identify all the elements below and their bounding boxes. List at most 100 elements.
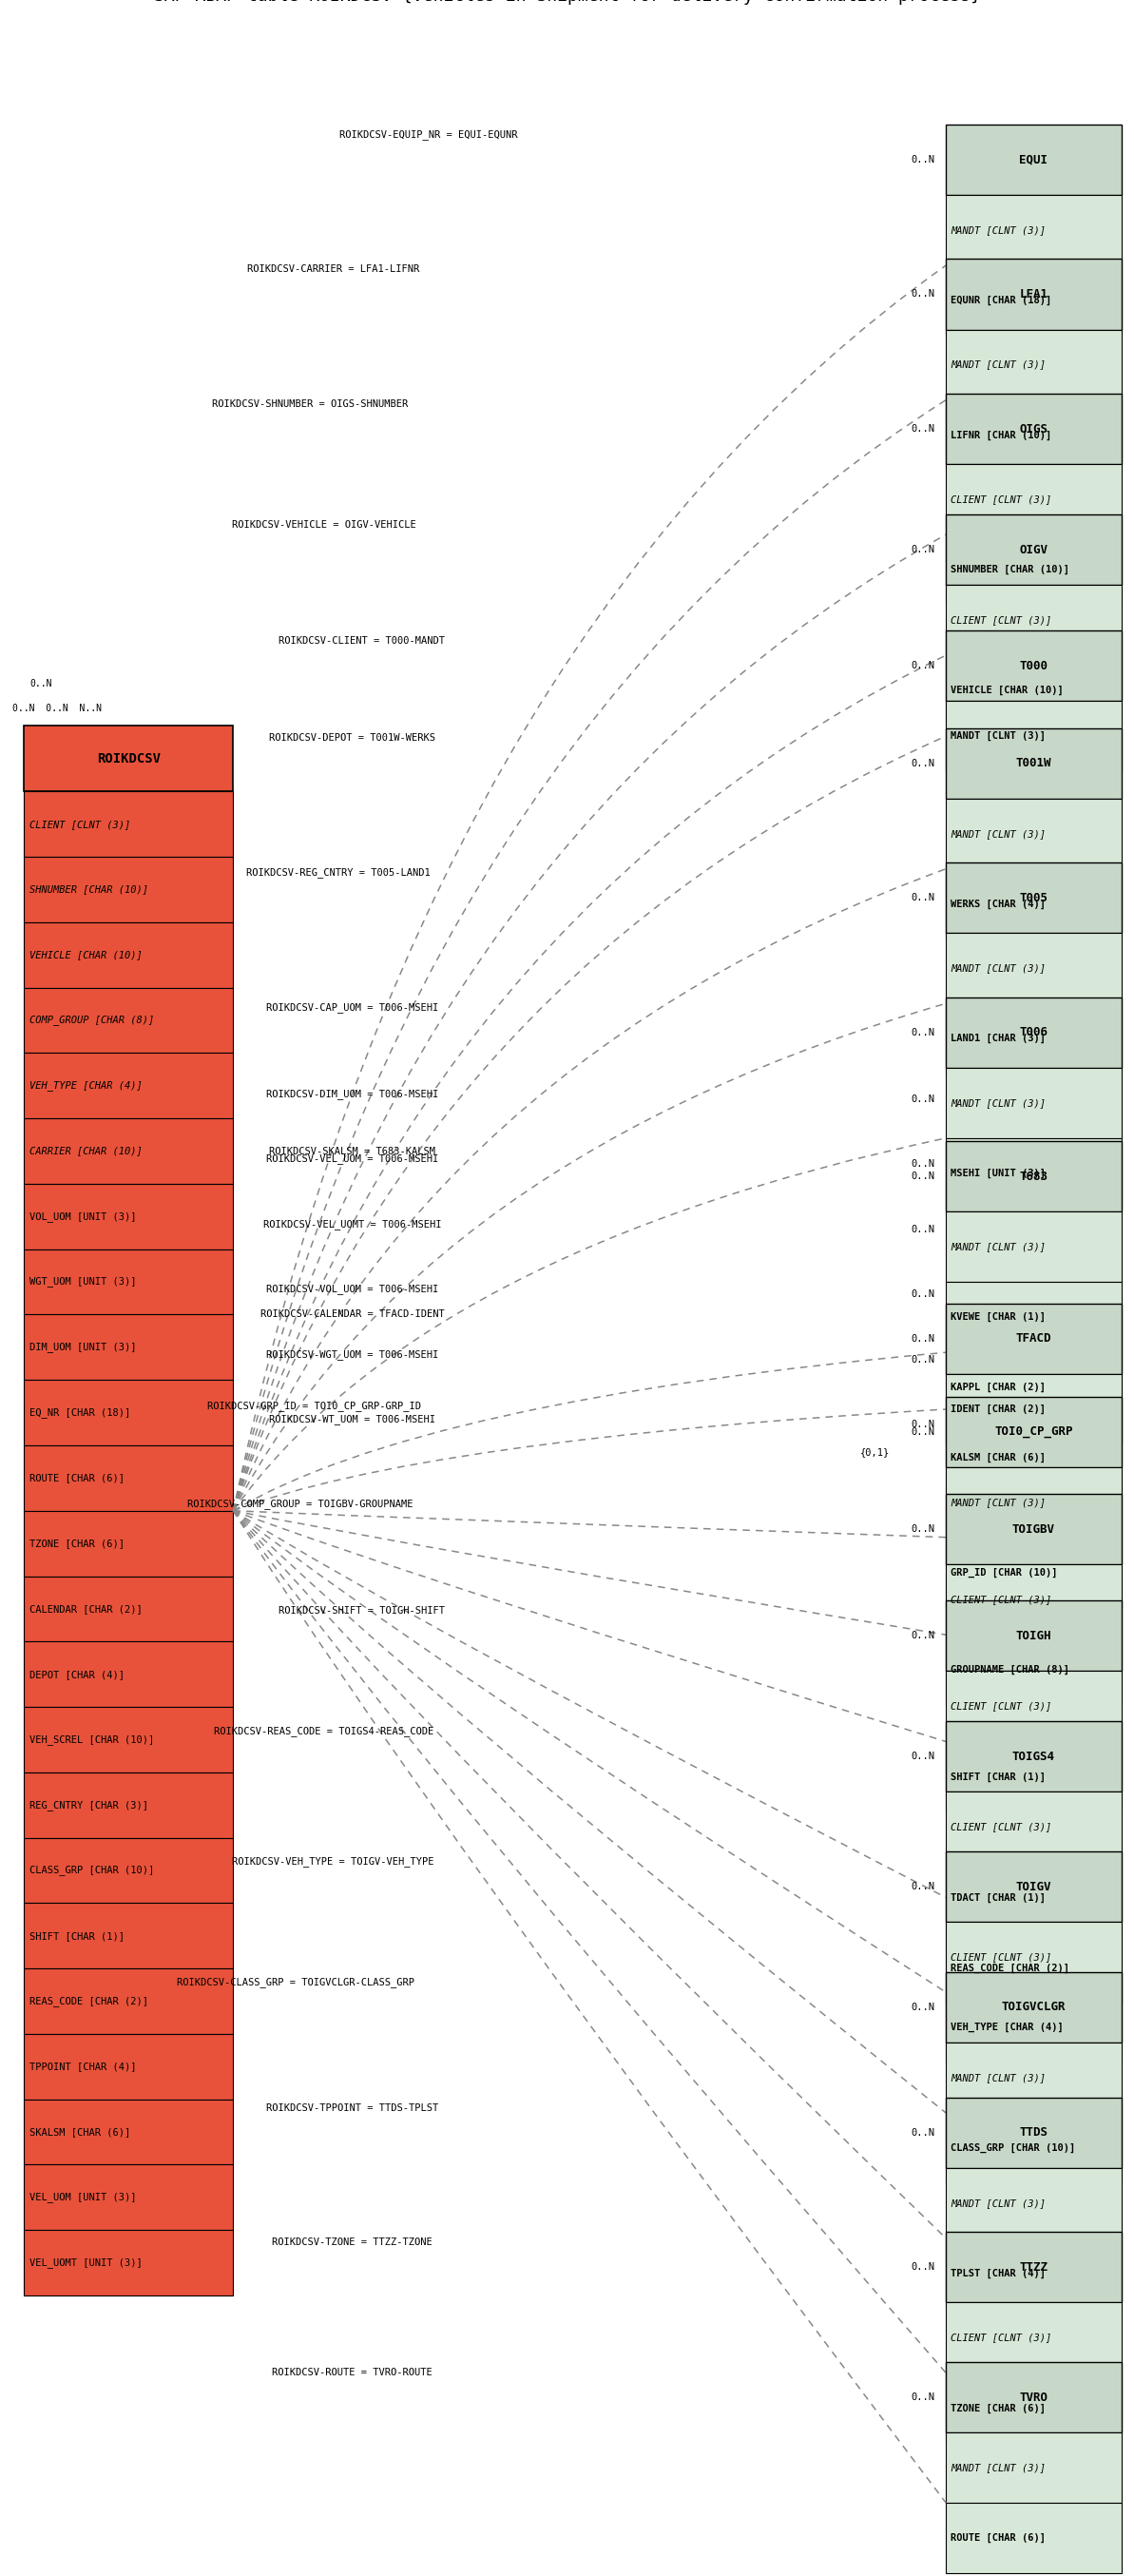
- Text: TOIGH: TOIGH: [1016, 1631, 1051, 1641]
- Text: 0..N: 0..N: [911, 1159, 934, 1170]
- Text: ROIKDCSV-WGT_UOM = T006-MSEHI: ROIKDCSV-WGT_UOM = T006-MSEHI: [266, 1350, 439, 1360]
- FancyBboxPatch shape: [946, 2043, 1122, 2112]
- Text: 0..N: 0..N: [911, 757, 934, 768]
- Text: 0..N: 0..N: [911, 1883, 934, 1891]
- Text: 0..N: 0..N: [911, 1419, 934, 1430]
- FancyBboxPatch shape: [946, 654, 1122, 726]
- FancyBboxPatch shape: [946, 997, 1122, 1066]
- Text: CARRIER [CHAR (10)]: CARRIER [CHAR (10)]: [29, 1146, 143, 1157]
- Text: GRP_ID [CHAR (10)]: GRP_ID [CHAR (10)]: [950, 1569, 1058, 1577]
- FancyBboxPatch shape: [946, 1793, 1122, 1862]
- FancyBboxPatch shape: [946, 1741, 1122, 1811]
- FancyBboxPatch shape: [24, 1381, 234, 1445]
- Text: CLIENT [CLNT (3)]: CLIENT [CLNT (3)]: [950, 495, 1051, 505]
- Text: KAPPL [CHAR (2)]: KAPPL [CHAR (2)]: [950, 1383, 1046, 1394]
- FancyBboxPatch shape: [24, 791, 234, 858]
- FancyBboxPatch shape: [24, 2099, 234, 2164]
- Text: 0..N: 0..N: [911, 1525, 934, 1533]
- Text: LFA1: LFA1: [1019, 289, 1048, 301]
- Text: TOI0_CP_GRP: TOI0_CP_GRP: [995, 1425, 1073, 1437]
- Text: 0..N: 0..N: [911, 155, 934, 165]
- Text: ROIKDCSV-SKALSM = T683-KALSM: ROIKDCSV-SKALSM = T683-KALSM: [269, 1146, 435, 1157]
- Text: CLIENT [CLNT (3)]: CLIENT [CLNT (3)]: [950, 1703, 1051, 1710]
- FancyBboxPatch shape: [946, 515, 1122, 585]
- Text: 0..N: 0..N: [911, 2393, 934, 2401]
- Text: ROIKDCSV-VEHICLE = OIGV-VEHICLE: ROIKDCSV-VEHICLE = OIGV-VEHICLE: [231, 520, 416, 531]
- Text: ROIKDCSV-CAP_UOM = T006-MSEHI: ROIKDCSV-CAP_UOM = T006-MSEHI: [266, 1002, 439, 1012]
- Text: GROUPNAME [CHAR (8)]: GROUPNAME [CHAR (8)]: [950, 1664, 1069, 1674]
- FancyBboxPatch shape: [24, 1772, 234, 1837]
- Text: ROIKDCSV-COMP_GROUP = TOIGBV-GROUPNAME: ROIKDCSV-COMP_GROUP = TOIGBV-GROUPNAME: [187, 1499, 413, 1510]
- Text: MANDT [CLNT (3)]: MANDT [CLNT (3)]: [950, 1242, 1046, 1252]
- Text: 0..N  0..N  N..N: 0..N 0..N N..N: [12, 703, 102, 714]
- FancyBboxPatch shape: [946, 1422, 1122, 1494]
- FancyBboxPatch shape: [946, 1211, 1122, 1283]
- Text: 0..N: 0..N: [911, 1172, 934, 1182]
- Text: MANDT [CLNT (3)]: MANDT [CLNT (3)]: [950, 2074, 1046, 2081]
- FancyBboxPatch shape: [946, 1932, 1122, 2004]
- Text: TZONE [CHAR (6)]: TZONE [CHAR (6)]: [29, 1538, 125, 1548]
- Text: OIGS: OIGS: [1019, 422, 1048, 435]
- Text: ROIKDCSV-ROUTE = TVRO-ROUTE: ROIKDCSV-ROUTE = TVRO-ROUTE: [272, 2367, 432, 2378]
- FancyBboxPatch shape: [24, 1445, 234, 1510]
- Text: ROIKDCSV-TZONE = TTZZ-TZONE: ROIKDCSV-TZONE = TTZZ-TZONE: [272, 2239, 432, 2246]
- Text: ROIKDCSV-GRP_ID = TOI0_CP_GRP-GRP_ID: ROIKDCSV-GRP_ID = TOI0_CP_GRP-GRP_ID: [208, 1401, 421, 1412]
- Text: COMP_GROUP [CHAR (8)]: COMP_GROUP [CHAR (8)]: [29, 1015, 154, 1025]
- FancyBboxPatch shape: [946, 1600, 1122, 1672]
- Text: ROIKDCSV-VEL_UOM = T006-MSEHI: ROIKDCSV-VEL_UOM = T006-MSEHI: [266, 1154, 439, 1164]
- Text: ROIKDCSV-DEPOT = T001W-WERKS: ROIKDCSV-DEPOT = T001W-WERKS: [269, 734, 435, 742]
- Text: VEH_SCREL [CHAR (10)]: VEH_SCREL [CHAR (10)]: [29, 1734, 154, 1744]
- FancyBboxPatch shape: [946, 1973, 1122, 2043]
- Text: VEHICLE [CHAR (10)]: VEHICLE [CHAR (10)]: [950, 685, 1064, 696]
- Text: CLIENT [CLNT (3)]: CLIENT [CLNT (3)]: [950, 616, 1051, 626]
- Text: SHIFT [CHAR (1)]: SHIFT [CHAR (1)]: [950, 1772, 1046, 1783]
- Text: IDENT [CHAR (2)]: IDENT [CHAR (2)]: [950, 1404, 1046, 1414]
- FancyBboxPatch shape: [946, 1066, 1122, 1139]
- FancyBboxPatch shape: [946, 536, 1122, 605]
- FancyBboxPatch shape: [24, 2231, 234, 2295]
- Text: T683: T683: [1019, 1170, 1048, 1182]
- Text: VEL_UOM [UNIT (3)]: VEL_UOM [UNIT (3)]: [29, 2192, 136, 2202]
- FancyBboxPatch shape: [24, 1118, 234, 1185]
- Text: T006: T006: [1019, 1025, 1048, 1038]
- FancyBboxPatch shape: [946, 1373, 1122, 1445]
- Text: ROIKDCSV-CLIENT = T000-MANDT: ROIKDCSV-CLIENT = T000-MANDT: [279, 636, 445, 647]
- FancyBboxPatch shape: [24, 1968, 234, 2035]
- Text: LIFNR [CHAR (10)]: LIFNR [CHAR (10)]: [950, 430, 1051, 440]
- Text: ROIKDCSV-DIM_UOM = T006-MSEHI: ROIKDCSV-DIM_UOM = T006-MSEHI: [266, 1090, 439, 1100]
- Text: KVEWE [CHAR (1)]: KVEWE [CHAR (1)]: [950, 1311, 1046, 1321]
- Text: TFACD: TFACD: [1016, 1332, 1051, 1345]
- Text: CLIENT [CLNT (3)]: CLIENT [CLNT (3)]: [950, 1953, 1051, 1963]
- Text: REAS_CODE [CHAR (2)]: REAS_CODE [CHAR (2)]: [29, 1996, 149, 2007]
- Text: CLIENT [CLNT (3)]: CLIENT [CLNT (3)]: [29, 819, 130, 829]
- Text: 0..N: 0..N: [911, 1224, 934, 1234]
- FancyBboxPatch shape: [946, 585, 1122, 654]
- Text: WGT_UOM [UNIT (3)]: WGT_UOM [UNIT (3)]: [29, 1278, 136, 1288]
- FancyBboxPatch shape: [24, 1249, 234, 1314]
- FancyBboxPatch shape: [946, 2303, 1122, 2372]
- FancyBboxPatch shape: [24, 1510, 234, 1577]
- FancyBboxPatch shape: [24, 1837, 234, 1904]
- Text: TOIGV: TOIGV: [1016, 1880, 1051, 1893]
- FancyBboxPatch shape: [946, 1466, 1122, 1538]
- Text: ROIKDCSV-REAS_CODE = TOIGS4-REAS_CODE: ROIKDCSV-REAS_CODE = TOIGS4-REAS_CODE: [214, 1726, 433, 1736]
- Text: VEL_UOMT [UNIT (3)]: VEL_UOMT [UNIT (3)]: [29, 2257, 143, 2267]
- Text: TVRO: TVRO: [1019, 2391, 1048, 2403]
- FancyBboxPatch shape: [946, 2372, 1122, 2445]
- Text: 0..N: 0..N: [911, 2262, 934, 2272]
- FancyBboxPatch shape: [24, 987, 234, 1054]
- FancyBboxPatch shape: [946, 1538, 1122, 1607]
- FancyBboxPatch shape: [946, 729, 1122, 799]
- FancyBboxPatch shape: [946, 124, 1122, 196]
- Text: 0..N: 0..N: [911, 289, 934, 299]
- Text: EQUI: EQUI: [1019, 155, 1048, 165]
- Text: TTZZ: TTZZ: [1019, 2262, 1048, 2275]
- Text: TPLST [CHAR (4)]: TPLST [CHAR (4)]: [950, 2269, 1046, 2277]
- FancyBboxPatch shape: [946, 1396, 1122, 1466]
- Text: TZONE [CHAR (6)]: TZONE [CHAR (6)]: [950, 2403, 1046, 2414]
- Text: TTDS: TTDS: [1019, 2125, 1048, 2138]
- FancyBboxPatch shape: [946, 2504, 1122, 2573]
- Text: ROIKDCSV-REG_CNTRY = T005-LAND1: ROIKDCSV-REG_CNTRY = T005-LAND1: [246, 868, 430, 878]
- Text: CLIENT [CLNT (3)]: CLIENT [CLNT (3)]: [950, 1595, 1051, 1605]
- Text: DIM_UOM [UNIT (3)]: DIM_UOM [UNIT (3)]: [29, 1342, 136, 1352]
